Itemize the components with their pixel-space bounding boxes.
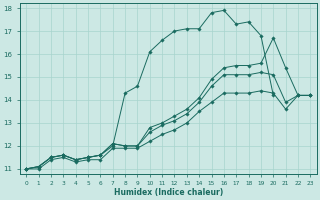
X-axis label: Humidex (Indice chaleur): Humidex (Indice chaleur) [114,188,223,197]
